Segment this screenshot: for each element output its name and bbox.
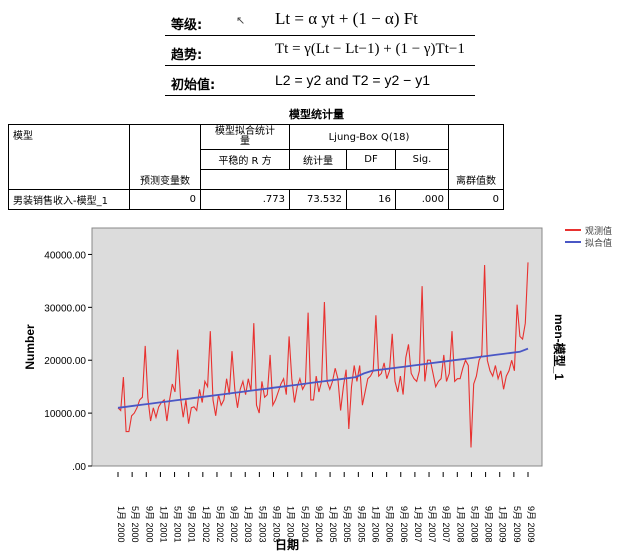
x-tick-label: 1月 2009: [498, 506, 508, 543]
table-row: 男装销售收入-模型_1 0 .773 73.532 16 .000 0: [8, 188, 504, 210]
header-rsq: 平稳的 R 方: [200, 149, 290, 170]
trend-label: 趋势:: [171, 48, 203, 63]
x-axis-label: 日期: [275, 537, 299, 552]
header-outliers: 离群值数: [448, 169, 504, 190]
sequence-chart: .00 10000.00 20000.00 30000.00 40000.00 Numbe…: [23, 225, 612, 552]
fitted-series-line: [117, 347, 529, 409]
x-tick-label: 1月 2001: [158, 506, 168, 543]
x-tick-label: 1月 2008: [455, 506, 465, 543]
x-tick-label: 5月 2003: [257, 506, 267, 543]
x-tick-label: 9月 2000: [144, 506, 154, 543]
header-df: DF: [346, 149, 396, 170]
cell-outliers: 0: [448, 188, 504, 210]
right-axis-label: men-模型_1: [552, 314, 567, 380]
x-tick-label: 5月 2001: [173, 506, 183, 543]
x-tick-label: 9月 2007: [441, 506, 451, 543]
level-row: 等级: Lt = α yt + (1 − α) Ft: [165, 6, 475, 36]
x-tick-label: 5月 2008: [469, 506, 479, 543]
header-fit: 模型拟合统计 量: [200, 124, 290, 150]
x-tick-label: 1月 2006: [370, 506, 380, 543]
x-tick-label: 5月 2004: [300, 506, 310, 543]
observed-series-line: [117, 262, 529, 448]
init-row: 初始值: L2 = y2 and T2 = y2 − y1: [165, 66, 475, 96]
x-tick-label: 5月 2006: [385, 506, 395, 543]
x-tick-label: 5月 2000: [130, 506, 140, 543]
x-tick-label: 9月 2004: [314, 506, 324, 543]
x-tick-label: 5月 2007: [427, 506, 437, 543]
header-blank: [129, 124, 201, 170]
x-tick-label: 9月 2001: [187, 506, 197, 543]
x-tick-label: 5月 2009: [512, 506, 522, 543]
x-tick-label: 9月 2003: [272, 506, 282, 543]
x-tick-label: 5月 2005: [342, 506, 352, 543]
level-label: 等级:: [171, 18, 203, 33]
table-title: 模型统计量: [289, 108, 344, 121]
header-stat: 统计量: [289, 149, 347, 170]
model-stats-table: 模型 模型拟合统计 量 Ljung-Box Q(18) 平稳的 R 方 统计量 …: [8, 124, 504, 210]
cell-model: 男装销售收入-模型_1: [8, 188, 130, 210]
header-sig: Sig.: [395, 149, 449, 170]
spacer-cell: [201, 170, 449, 190]
header-ljung: Ljung-Box Q(18): [289, 124, 449, 150]
cell-stat: 73.532: [289, 188, 347, 210]
cell-df: 16: [346, 188, 396, 210]
x-tick-label: 1月 2005: [328, 506, 338, 543]
y-tick-label: 20000.00: [44, 356, 86, 367]
cell-sig: .000: [395, 188, 449, 210]
mouse-cursor-icon: ↖: [236, 14, 246, 27]
plot-area: [91, 227, 543, 467]
trend-row: 趋势: Tt = γ(Lt − Lt−1) + (1 − γ)Tt−1: [165, 36, 475, 66]
x-tick-label: 9月 2008: [484, 506, 494, 543]
header-predictors: 预测变量数: [129, 169, 201, 190]
trend-equation: Tt = γ(Lt − Lt−1) + (1 − γ)Tt−1: [275, 41, 465, 57]
cell-rsq: .773: [200, 188, 290, 210]
header-fit-line2: 量: [240, 136, 250, 147]
x-tick-label: 1月 2002: [201, 506, 211, 543]
init-equation: L2 = y2 and T2 = y2 − y1: [275, 72, 431, 88]
x-tick-label: 1月 2003: [243, 506, 253, 543]
header-blank-2: [448, 124, 504, 170]
x-tick-label: 9月 2009: [526, 506, 536, 543]
x-tick-label: 1月 2007: [413, 506, 423, 543]
x-tick-label: 9月 2006: [399, 506, 409, 543]
y-tick-label: 10000.00: [44, 409, 86, 420]
y-axis-label: Number: [23, 324, 37, 370]
y-tick-label: 30000.00: [44, 303, 86, 314]
header-model: 模型: [8, 124, 130, 170]
init-label: 初始值:: [171, 78, 216, 93]
formula-block: 等级: Lt = α yt + (1 − α) Ft 趋势: Tt = γ(Lt…: [165, 6, 475, 96]
cell-predictors: 0: [129, 188, 201, 210]
x-tick-label: 1月 2000: [116, 506, 126, 543]
legend-label: 观测值: [585, 225, 612, 237]
header-fit-line1: 模型拟合统计: [215, 126, 275, 137]
x-tick-label: 1月 2004: [286, 506, 296, 543]
y-tick-label: .00: [72, 462, 86, 473]
level-equation: Lt = α yt + (1 − α) Ft: [275, 9, 418, 28]
y-tick-label: 40000.00: [44, 250, 86, 261]
header-model-cont: [8, 169, 130, 190]
x-tick-label: 5月 2002: [215, 506, 225, 543]
x-tick-label: 9月 2002: [229, 506, 239, 543]
x-tick-label: 9月 2005: [356, 506, 366, 543]
legend-label: 拟合值: [585, 237, 612, 249]
